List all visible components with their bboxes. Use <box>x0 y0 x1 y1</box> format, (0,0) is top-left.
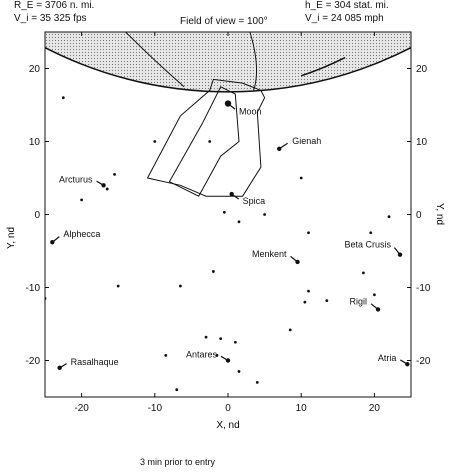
x-tick-label: 10 <box>296 403 308 414</box>
star-point <box>219 337 223 340</box>
leader-line <box>393 247 401 256</box>
leader-line <box>400 359 408 365</box>
star-label: Moon <box>239 107 262 117</box>
star-point <box>373 293 376 297</box>
leader-line <box>51 236 60 243</box>
star-point <box>303 300 307 304</box>
leader-line <box>227 103 236 110</box>
star-labels: Moon Gienah Arcturus Spica Alphecca Menkent Be… <box>51 103 408 369</box>
y-tick-label-right: 0 <box>416 210 422 221</box>
earth-limb <box>45 32 411 93</box>
star-label: Beta Crusis <box>344 240 391 250</box>
fov-outer-boundary <box>146 78 266 197</box>
header-field-of-view: Field of view = 100° <box>180 16 268 27</box>
star-label: Arcturus <box>59 174 93 184</box>
y-tick-label-left: -10 <box>26 283 41 294</box>
star-label: Spica <box>243 196 266 206</box>
y-tick-label-right: -20 <box>416 356 431 367</box>
star-label: Menkent <box>252 249 287 259</box>
star-point <box>237 370 241 373</box>
caption: 3 min prior to entry <box>140 457 216 467</box>
star-point <box>45 297 47 300</box>
star-label: Rasalhaque <box>71 357 119 367</box>
star-point <box>237 220 241 224</box>
x-tick-label: 0 <box>225 403 231 414</box>
y-tick-label-right: 20 <box>416 64 428 75</box>
star-point <box>307 289 310 293</box>
leader-line <box>370 303 379 310</box>
star-label: Atria <box>378 353 397 363</box>
earth-disk <box>45 32 411 93</box>
star-point <box>164 353 168 357</box>
terminator-line-right <box>249 32 258 91</box>
star-point <box>179 284 182 288</box>
star-point <box>208 140 212 143</box>
star-point <box>116 284 120 288</box>
plot-frame: -20 -10 0 10 20 20 20 10 10 0 0 -10 -10 -20 -20 <box>26 31 431 414</box>
leader-line <box>96 180 104 186</box>
y-axis-label-left: Y, nd <box>6 227 17 249</box>
header-he: h_E = 304 stat. mi. <box>305 0 389 11</box>
field-of-view-outline <box>146 78 266 197</box>
header-vi-left: V_i = 35 325 fps <box>14 13 87 24</box>
star-point <box>80 198 83 202</box>
y-axis-label-right: Y, nd <box>434 203 445 225</box>
star-point <box>61 96 65 100</box>
x-tick-label: 20 <box>369 403 381 414</box>
star-point <box>215 353 219 357</box>
star-label: Gienah <box>292 136 321 146</box>
star-point <box>222 210 226 214</box>
star-point <box>105 187 109 191</box>
leader-line <box>59 363 67 369</box>
x-tick-label: -20 <box>74 403 89 414</box>
star-label: Antares <box>186 350 218 360</box>
y-tick-label-right: -10 <box>416 283 431 294</box>
star-label: Alphecca <box>63 229 100 239</box>
leader-line <box>220 355 229 362</box>
x-tick-label: -10 <box>148 403 163 414</box>
star-point <box>299 176 303 180</box>
star-point <box>255 381 259 384</box>
star-point <box>175 388 179 392</box>
leader-line <box>290 255 298 263</box>
y-tick-label-left: 20 <box>29 64 41 75</box>
coastline <box>300 56 346 77</box>
leader-line <box>231 193 240 200</box>
y-tick-label-left: -20 <box>26 356 41 367</box>
star-label: Rigil <box>350 296 368 306</box>
star-point <box>153 140 157 143</box>
star-point <box>387 215 391 219</box>
fov-inner-boundary <box>168 86 240 197</box>
header-re: R_E = 3706 n. mi. <box>14 0 95 11</box>
star-point <box>211 270 215 273</box>
star-point <box>233 340 237 344</box>
star-point <box>113 172 116 176</box>
star-point <box>288 328 292 332</box>
leader-line <box>278 142 288 150</box>
x-axis-label: X, nd <box>216 420 239 431</box>
star-point <box>263 213 266 216</box>
terminator-line-left <box>125 32 185 88</box>
y-tick-label-left: 10 <box>29 137 41 148</box>
header-vi-right: V_i = 24 085 mph <box>305 13 384 24</box>
star-point <box>325 299 329 303</box>
y-tick-label-right: 10 <box>416 137 428 148</box>
star-point <box>204 335 208 339</box>
star-point <box>307 231 310 235</box>
star-point <box>369 231 373 235</box>
y-tick-label-left: 0 <box>34 210 40 221</box>
star-point <box>362 271 365 275</box>
